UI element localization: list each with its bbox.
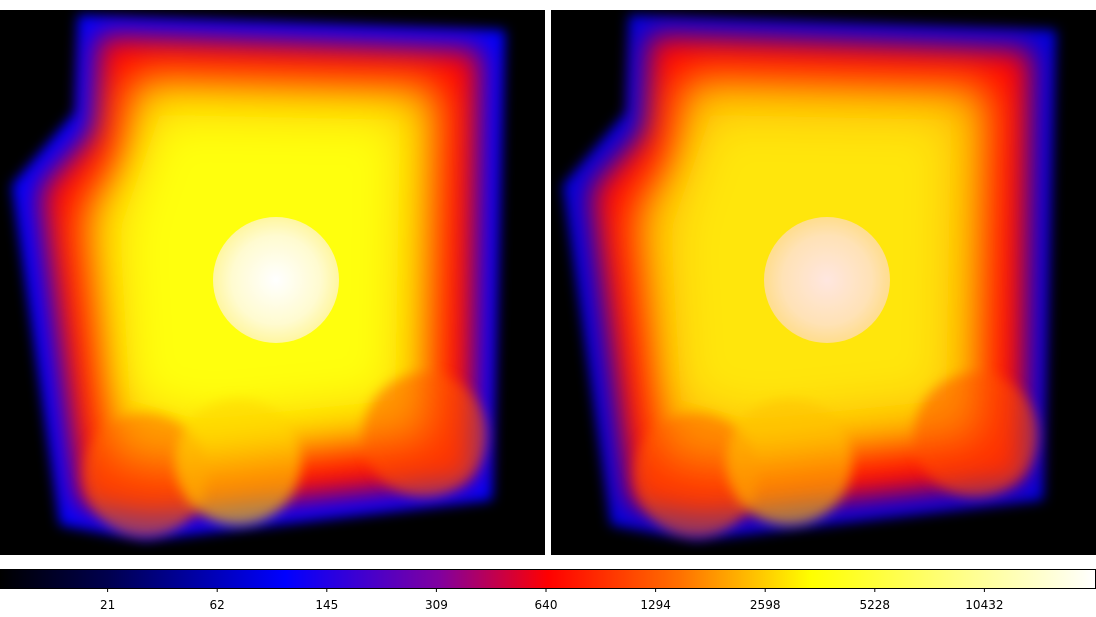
tick-label: 5228 xyxy=(860,598,891,612)
tick-label: 1294 xyxy=(640,598,671,612)
tick-label: 640 xyxy=(535,598,558,612)
left-frame xyxy=(0,10,545,555)
tick-label: 2598 xyxy=(750,598,781,612)
colorbar xyxy=(0,569,1096,589)
colorbar-ticks: 21 62 145 309 640 1294 2598 5228 10432 xyxy=(100,588,1003,612)
tick-label: 62 xyxy=(210,598,225,612)
tick-label: 21 xyxy=(100,598,115,612)
tick-label: 10432 xyxy=(965,598,1003,612)
divider xyxy=(545,0,550,560)
right-frame xyxy=(551,10,1096,555)
tick-label: 309 xyxy=(425,598,448,612)
tick-label: 145 xyxy=(315,598,338,612)
